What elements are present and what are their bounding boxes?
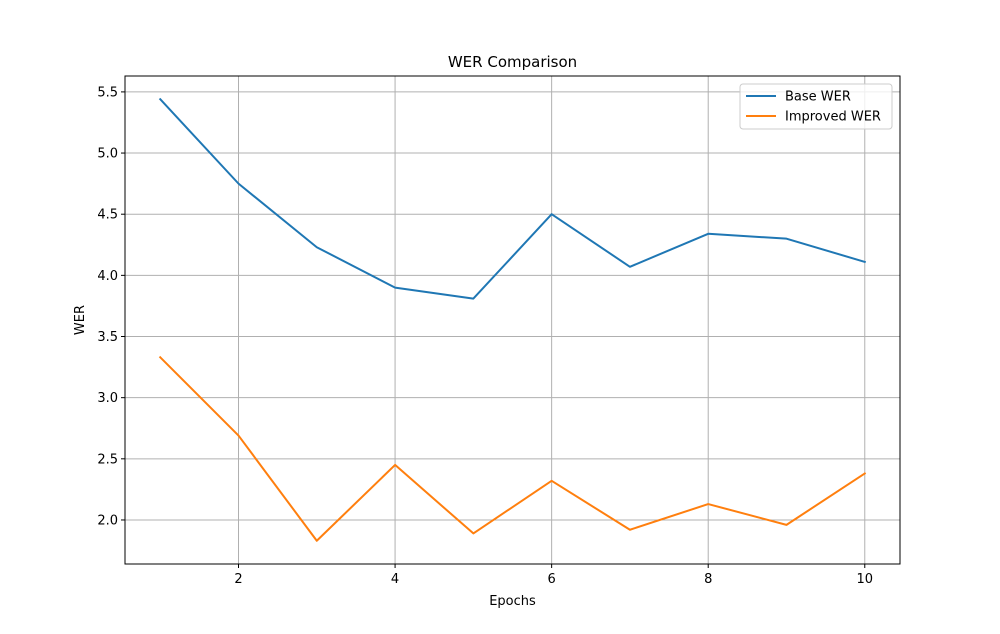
series-line-base-wer bbox=[158, 97, 867, 300]
y-axis-label: WER bbox=[73, 305, 88, 335]
grid bbox=[125, 76, 900, 564]
plot-area-frame bbox=[124, 75, 901, 565]
y-tick-label: 4.0 bbox=[97, 269, 118, 284]
y-tick-label: 3.0 bbox=[97, 391, 118, 406]
x-tick-label: 10 bbox=[856, 572, 873, 587]
chart-title: WER Comparison bbox=[448, 53, 577, 71]
series-lines bbox=[158, 97, 867, 542]
series-line-improved-wer bbox=[158, 355, 867, 542]
x-tick-label: 6 bbox=[548, 572, 556, 587]
y-tick-label: 2.0 bbox=[97, 513, 118, 528]
y-tick-label: 5.0 bbox=[97, 147, 118, 162]
y-tick-label: 3.5 bbox=[97, 330, 118, 345]
x-axis-label: Epochs bbox=[489, 594, 536, 609]
y-tick-label: 5.5 bbox=[97, 85, 118, 100]
x-tick-label: 2 bbox=[234, 572, 242, 587]
x-tick-label: 4 bbox=[391, 572, 399, 587]
legend-label-base-wer: Base WER bbox=[785, 90, 851, 105]
legend-label-improved-wer: Improved WER bbox=[785, 110, 881, 125]
axis-ticks: 2 4 6 8 10 2.0 2.5 3.0 3.5 4.0 4.5 5.0 5.5 bbox=[97, 85, 873, 587]
y-tick-label: 4.5 bbox=[97, 208, 118, 223]
legend-box bbox=[739, 83, 893, 130]
x-tick-label: 8 bbox=[704, 572, 712, 587]
legend: Base WER Improved WER bbox=[739, 83, 893, 130]
y-tick-label: 2.5 bbox=[97, 452, 118, 467]
